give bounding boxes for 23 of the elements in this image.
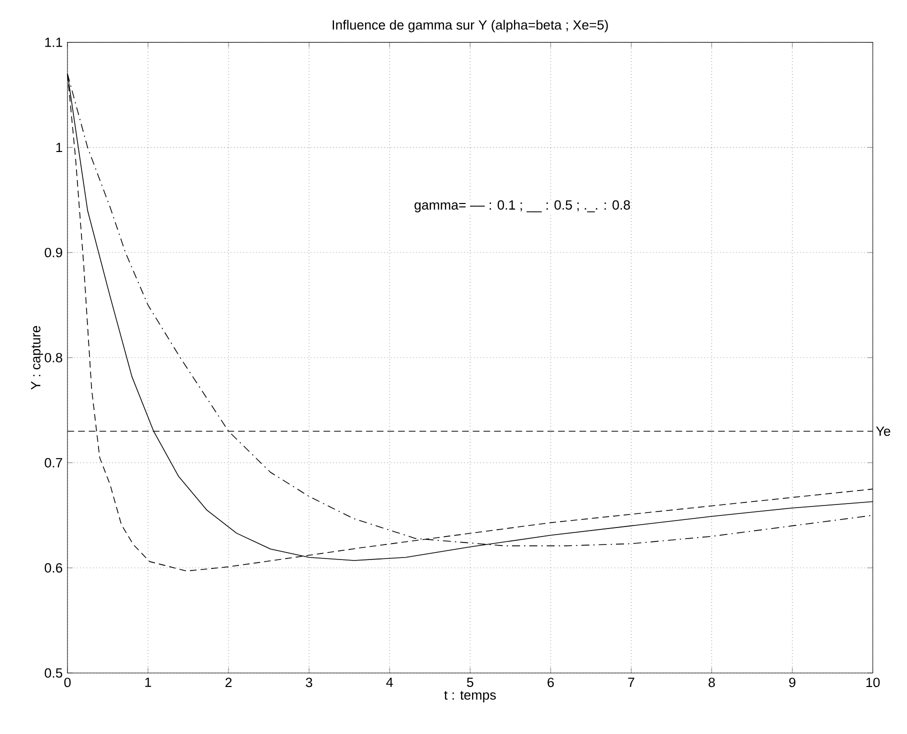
x-tick-label: 8 (708, 678, 715, 688)
x-axis-title: t : temps (444, 690, 496, 702)
y-tick-label: 1.1 (45, 38, 62, 47)
x-tick-label: 9 (789, 678, 796, 688)
x-tick-label: 4 (386, 678, 393, 687)
x-tick-label: 10 (866, 678, 880, 688)
x-tick-label: 5 (466, 678, 474, 687)
y-tick-label: 0.8 (44, 352, 62, 362)
x-tick-label: 7 (628, 678, 634, 687)
chart-title: Influence de gamma sur Y (alpha=beta ; Xe=5) (332, 20, 608, 32)
x-tick-label: 0 (64, 678, 71, 688)
y-axis-title: Y : capture (31, 326, 44, 390)
y-tick-label: 0.7 (44, 458, 62, 468)
y-tick-label: 0.6 (44, 563, 62, 573)
x-tick-label: 1 (145, 678, 152, 687)
ref-line-label: Ye (876, 426, 890, 436)
annotation: gamma= –– : 0.1 ; __ : 0.5 ; ._. : 0.8 (414, 200, 630, 212)
y-tick-label: 0.5 (44, 668, 62, 678)
x-tick-label: 6 (548, 678, 554, 688)
x-tick-label: 2 (226, 678, 232, 688)
x-tick-label: 3 (306, 678, 312, 688)
y-tick-label: 0.9 (44, 248, 62, 258)
y-tick-label: 1 (56, 142, 62, 152)
